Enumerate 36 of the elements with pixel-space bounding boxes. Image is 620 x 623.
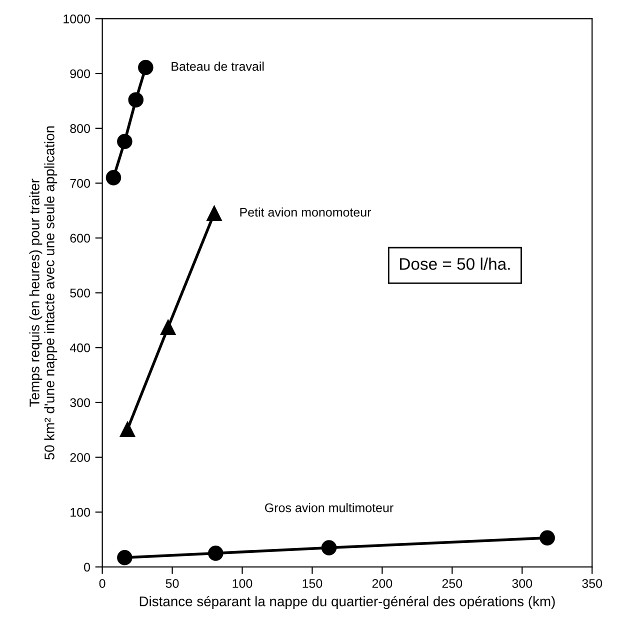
x-tick-label: 0	[99, 579, 106, 588]
y-tick-label: 400	[70, 343, 90, 352]
x-axis-title: Distance séparant la nappe du quartier-général des opérations (km)	[140, 596, 555, 610]
y-tick-label: 900	[70, 69, 90, 78]
point	[128, 92, 144, 108]
y-tick-label: 200	[70, 453, 90, 462]
x-tick-label: 300	[512, 579, 532, 588]
point	[160, 320, 176, 335]
annotation: Dose = 50 l/ha.	[400, 258, 510, 270]
y-tick-label: 300	[70, 398, 90, 408]
point	[120, 422, 136, 437]
x-tick-label: 50	[166, 579, 179, 588]
y-tick-label: 1000	[64, 14, 90, 24]
x-tick-label: 100	[232, 579, 252, 588]
y-tick-label: 500	[70, 288, 90, 298]
x-tick-label: 350	[582, 579, 602, 588]
point	[321, 540, 337, 556]
series-label: Bateau de travail	[172, 62, 264, 71]
point	[540, 530, 555, 546]
text: Gros avion multimoteur	[265, 503, 394, 512]
x-tick-label: 150	[302, 579, 322, 588]
x-tick-label: 200	[372, 579, 392, 588]
x-tick-label: 250	[442, 579, 462, 588]
y-tick-label: 800	[70, 124, 90, 133]
y-axis-title: Temps requis (en heures) pour traiter 50 km² d'une nappe intacte avec une seule application	[29, 126, 58, 460]
y-tick-label: 600	[70, 234, 90, 243]
point	[117, 134, 132, 150]
series-label: Petit avion monomoteur	[240, 207, 372, 217]
y-tick-label: 100	[70, 508, 90, 517]
point	[117, 550, 132, 566]
point	[106, 170, 122, 186]
y-tick-label: 700	[70, 178, 90, 188]
point	[208, 546, 224, 561]
y-tick-label: 0	[84, 562, 90, 572]
point	[206, 206, 222, 221]
point	[138, 60, 154, 76]
